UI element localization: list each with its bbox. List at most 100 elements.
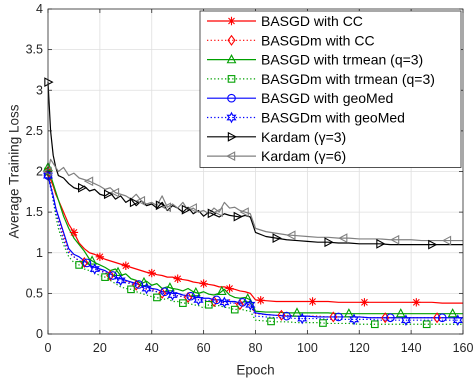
basgdm-with-geomed-hexagram-marker [452,314,463,327]
legend-entry: BASGDm with geoMed [207,110,405,126]
legend-triangle-left-marker [225,151,236,162]
basgdm-with-geomed-hexagram-marker [115,274,126,287]
series-markers-kardam-3 [44,77,438,250]
series-line-basgd-with-cc [47,171,463,304]
basgdm-with-trmean-q-3-square-marker [267,317,275,326]
kardam-3-triangle-right-marker [428,239,438,250]
basgdm-with-geomed-hexagram-marker [400,314,411,327]
basgd-with-geomed-circle-marker [134,280,144,289]
basgdm-with-cc-diamond-marker [132,279,141,291]
series-line-kardam-3 [47,82,463,246]
basgd-with-trmean-q-3-triangle-up-marker [216,285,227,296]
kardam-6-triangle-left-marker [389,234,400,245]
kardam-6-triangle-left-marker [83,176,94,187]
kardam-3-triangle-right-marker [324,237,334,248]
y-tick-label: 3 [36,83,43,97]
legend-label: Kardam (γ=6) [261,148,346,164]
basgd-with-trmean-q-3-triangle-up-marker [395,308,406,318]
basgdm-with-cc-diamond-marker [381,312,390,324]
series-markers-kardam-6 [42,166,452,246]
basgdm-with-cc-diamond-marker [209,295,219,308]
basgd-with-cc-asterisk-marker [147,268,156,278]
series-markers-basgdm-with-cc [43,165,442,324]
legend-entry: BASGD with geoMed [207,90,393,106]
basgd-with-geomed-circle-marker [186,291,195,301]
legend-entry: BASGDm with CC [207,32,375,48]
legend-triangle-up-marker [226,54,237,64]
x-tick-label: 160 [453,341,474,355]
basgdm-with-trmean-q-3-square-marker [101,273,109,281]
basgdm-with-trmean-q-3-square-marker [370,320,379,329]
legend-label: BASGD with CC [261,13,363,29]
legend-square-marker [227,75,236,83]
kardam-3-triangle-right-marker [233,211,243,222]
kardam-6-triangle-left-marker [161,202,172,213]
series-markers-basgd-with-trmean-q-3 [43,161,458,318]
basgdm-with-cc-diamond-marker [329,311,338,323]
legend-entry: BASGD with trmean (q=3) [207,52,423,68]
basgdm-with-geomed-hexagram-marker [349,313,360,326]
y-tick-label: 4 [36,2,43,16]
series-markers-basgd-with-cc [43,167,421,307]
basgd-with-trmean-q-3-triangle-up-marker [113,266,123,276]
legend-hexagram-marker [226,111,237,124]
y-tick-label: 3.5 [26,43,43,57]
legend-diamond-marker [227,34,236,46]
basgd-with-geomed-circle-marker [82,258,92,268]
basgd-with-geomed-circle-marker [108,271,118,280]
basgdm-with-cc-diamond-marker [158,287,167,299]
basgdm-with-cc-diamond-marker [184,291,193,303]
y-tick-label: 2 [36,165,43,179]
kardam-6-triangle-left-marker [187,203,197,213]
legend-label: BASGDm with trmean (q=3) [261,71,435,87]
basgd-with-trmean-q-3-triangle-up-marker [165,282,175,292]
legend-entry: Kardam (γ=6) [207,148,346,164]
y-axis-label: Average Training Loss [7,104,22,238]
basgd-with-cc-asterisk-marker [256,296,265,305]
basgdm-with-trmean-q-3-square-marker [179,299,187,307]
basgd-with-trmean-q-3-triangle-up-marker [343,308,354,318]
kardam-6-triangle-left-marker [286,230,296,241]
x-tick-labels: 0 20 40 60 80 100 120 140 160 [45,341,474,355]
basgd-with-trmean-q-3-triangle-up-marker [292,307,302,317]
kardam-3-triangle-right-marker [272,233,282,244]
kardam-3-triangle-right-marker [181,204,192,215]
x-tick-label: 140 [401,341,422,355]
legend-entry: BASGD with CC [207,13,363,29]
kardam-3-triangle-right-marker [207,208,217,219]
x-tick-label: 40 [145,341,159,355]
legend-asterisk-marker [227,16,236,26]
y-tick-label: 0.5 [26,286,43,300]
kardam-3-triangle-right-marker [78,182,88,193]
legend-label: BASGD with geoMed [261,90,393,106]
basgd-with-cc-asterisk-marker [95,252,105,262]
x-axis-label: Epoch [236,363,274,378]
legend: BASGD with CC BASGDm with CC BASGD with tr… [199,10,462,168]
basgdm-with-geomed-hexagram-marker [141,282,152,295]
legend-triangle-right-marker [227,131,238,142]
basgdm-with-cc-diamond-marker [433,312,442,324]
series-line-kardam-6 [47,158,463,242]
basgdm-with-cc-diamond-marker [80,256,89,269]
basgd-with-geomed-circle-marker [437,313,447,323]
basgd-with-cc-asterisk-marker [412,298,421,307]
legend-label: BASGDm with CC [261,32,375,48]
x-tick-label: 20 [93,341,107,355]
basgd-with-geomed-circle-marker [386,313,395,323]
series-line-basgdm-with-geomed [47,175,463,321]
kardam-6-triangle-left-marker [109,187,120,198]
basgdm-with-trmean-q-3-square-marker [230,305,239,314]
series-markers-basgdm-with-geomed [42,169,463,327]
basgdm-with-cc-diamond-marker [235,299,244,311]
kardam-6-triangle-left-marker [338,233,348,244]
x-tick-label: 80 [249,341,263,355]
plot-markers [42,77,463,329]
basgdm-with-trmean-q-3-square-marker [422,320,431,329]
basgd-with-trmean-q-3-triangle-up-marker [447,308,458,318]
kardam-3-triangle-right-marker [103,189,114,200]
kardam-6-triangle-left-marker [239,207,249,218]
basgd-with-cc-asterisk-marker [69,228,79,237]
kardam-6-triangle-left-marker [441,235,452,246]
basgdm-with-trmean-q-3-square-marker [319,319,327,327]
